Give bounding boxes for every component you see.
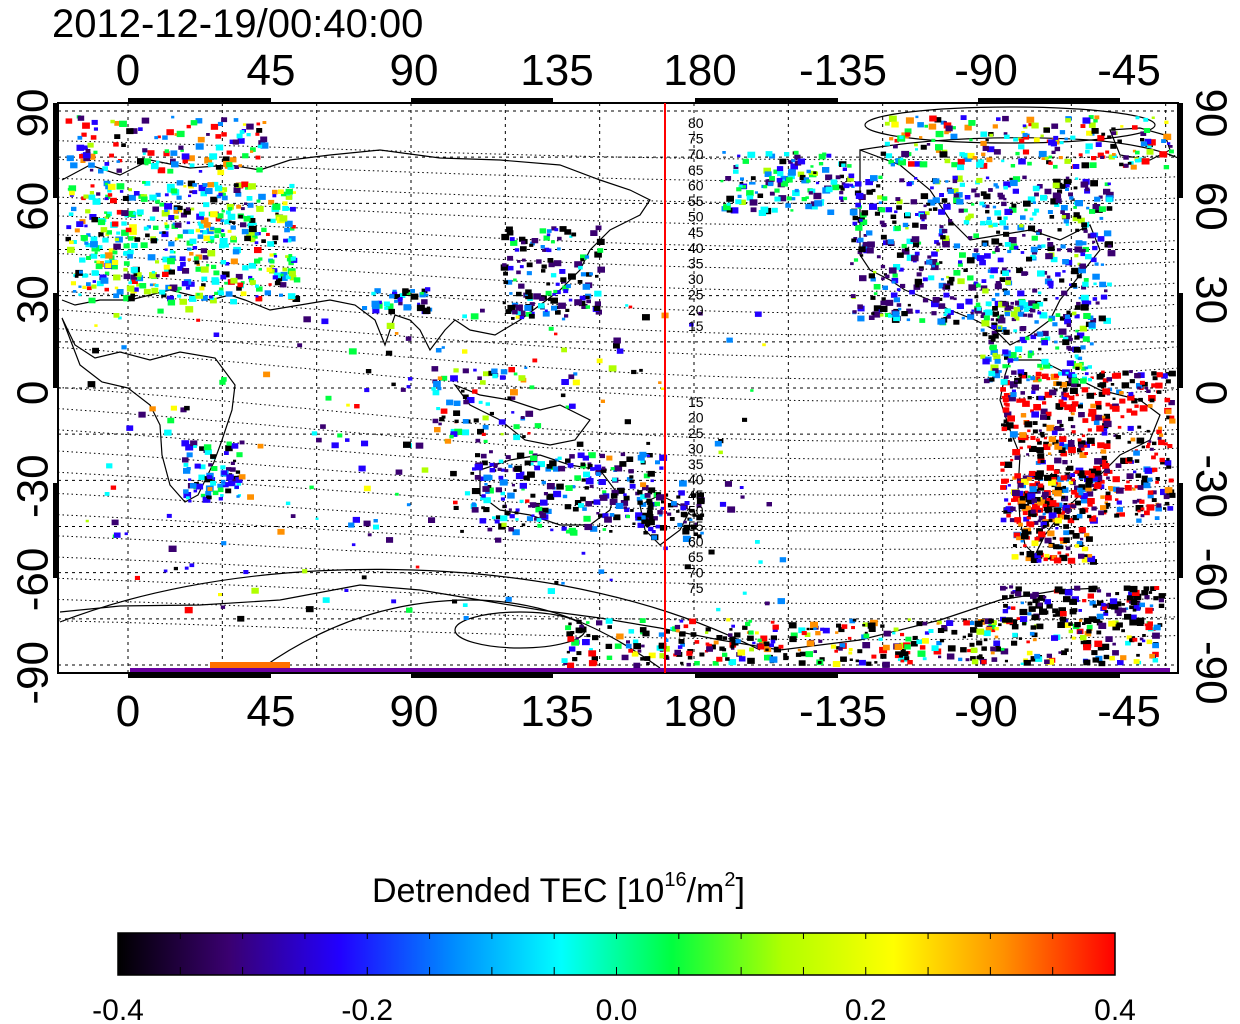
- right-lat-label: 90: [1186, 89, 1235, 138]
- contour-label: 45: [688, 487, 704, 503]
- axis-tick-bars: [53, 98, 1183, 678]
- contour-label: 15: [688, 318, 704, 334]
- bottom-lon-label: 135: [520, 687, 593, 736]
- left-latitude-labels: 90 60 30 0 -30 -60 -90: [9, 89, 58, 705]
- bottom-lon-label: -90: [954, 687, 1018, 736]
- top-lon-label: -45: [1097, 46, 1161, 95]
- contour-label: 45: [688, 224, 704, 240]
- contour-label: 70: [688, 565, 704, 581]
- left-lat-label: -60: [9, 548, 58, 612]
- right-lat-label: 60: [1186, 182, 1235, 231]
- bottom-longitude-labels: 0 45 90 135 180 -135 -90 -45: [116, 687, 1161, 736]
- map-timestamp: 2012-12-19/00:40:00: [52, 2, 424, 46]
- top-lon-label: 180: [663, 46, 736, 95]
- right-latitude-labels: 90 60 30 0 -30 -60 -90: [1186, 89, 1235, 705]
- bottom-lon-label: 45: [247, 687, 296, 736]
- top-lon-label: -90: [954, 46, 1018, 95]
- contour-label: 65: [688, 549, 704, 565]
- right-lat-label: -60: [1186, 548, 1235, 612]
- colorbar-tick-label: 0.0: [596, 994, 638, 1024]
- contour-label: 75: [688, 580, 704, 596]
- colorbar-tick-label: -0.2: [341, 994, 393, 1024]
- top-lon-label: 45: [247, 46, 296, 95]
- contour-label: 80: [688, 115, 704, 131]
- contour-label: 40: [688, 472, 704, 488]
- colorbar-title: Detrended TEC [1016/m2]: [372, 868, 745, 910]
- contour-label: 75: [688, 131, 704, 147]
- tec-scatter-points: [65, 115, 1176, 669]
- top-longitude-labels: 0 45 90 135 180 -135 -90 -45: [116, 46, 1161, 95]
- right-lat-label: 0: [1186, 381, 1235, 405]
- left-lat-label: -30: [9, 454, 58, 518]
- colorbar-tick-label: 0.2: [845, 994, 887, 1024]
- top-lon-label: 0: [116, 46, 140, 95]
- bottom-data-strip: [130, 668, 1170, 672]
- contour-label: 50: [688, 503, 704, 519]
- contour-label: 20: [688, 410, 704, 426]
- contour-label: 15: [688, 394, 704, 410]
- bottom-lon-label: 90: [390, 687, 439, 736]
- right-lat-label: -30: [1186, 454, 1235, 518]
- bottom-lon-label: -135: [799, 687, 887, 736]
- right-lat-label: 30: [1186, 275, 1235, 324]
- contour-label: 35: [688, 255, 704, 271]
- contour-label: 55: [688, 518, 704, 534]
- bottom-lon-label: 0: [116, 687, 140, 736]
- top-lon-label: 90: [390, 46, 439, 95]
- contour-label: 35: [688, 456, 704, 472]
- top-lon-label: 135: [520, 46, 593, 95]
- right-lat-label: -90: [1186, 641, 1235, 705]
- top-lon-label: -135: [799, 46, 887, 95]
- colorbar-minor-ticks: [179, 933, 1054, 975]
- left-lat-label: 90: [9, 89, 58, 138]
- colorbar-tick-label: -0.4: [92, 994, 144, 1024]
- contour-label: 60: [688, 534, 704, 550]
- left-lat-label: 60: [9, 182, 58, 231]
- contour-label: 25: [688, 287, 704, 303]
- colorbar-tick-labels: -0.4 -0.2 0.0 0.2 0.4: [92, 994, 1136, 1024]
- contour-label: 30: [688, 271, 704, 287]
- contour-label: 55: [688, 193, 704, 209]
- contour-label: 70: [688, 146, 704, 162]
- contour-label: 25: [688, 425, 704, 441]
- contour-label: 30: [688, 441, 704, 457]
- polar-solid-contours: [59, 106, 1178, 669]
- contour-label: 65: [688, 162, 704, 178]
- left-lat-label: 0: [9, 381, 58, 405]
- bottom-lon-label: 180: [663, 687, 736, 736]
- bottom-lon-label: -45: [1097, 687, 1161, 736]
- contour-label: 20: [688, 302, 704, 318]
- left-lat-label: -90: [9, 641, 58, 705]
- contour-label: 50: [688, 209, 704, 225]
- colorbar-tick-label: 0.4: [1094, 994, 1136, 1024]
- contour-label: 60: [688, 177, 704, 193]
- left-lat-label: 30: [9, 275, 58, 324]
- contour-label: 40: [688, 240, 704, 256]
- bottom-orange-strip: [210, 662, 290, 668]
